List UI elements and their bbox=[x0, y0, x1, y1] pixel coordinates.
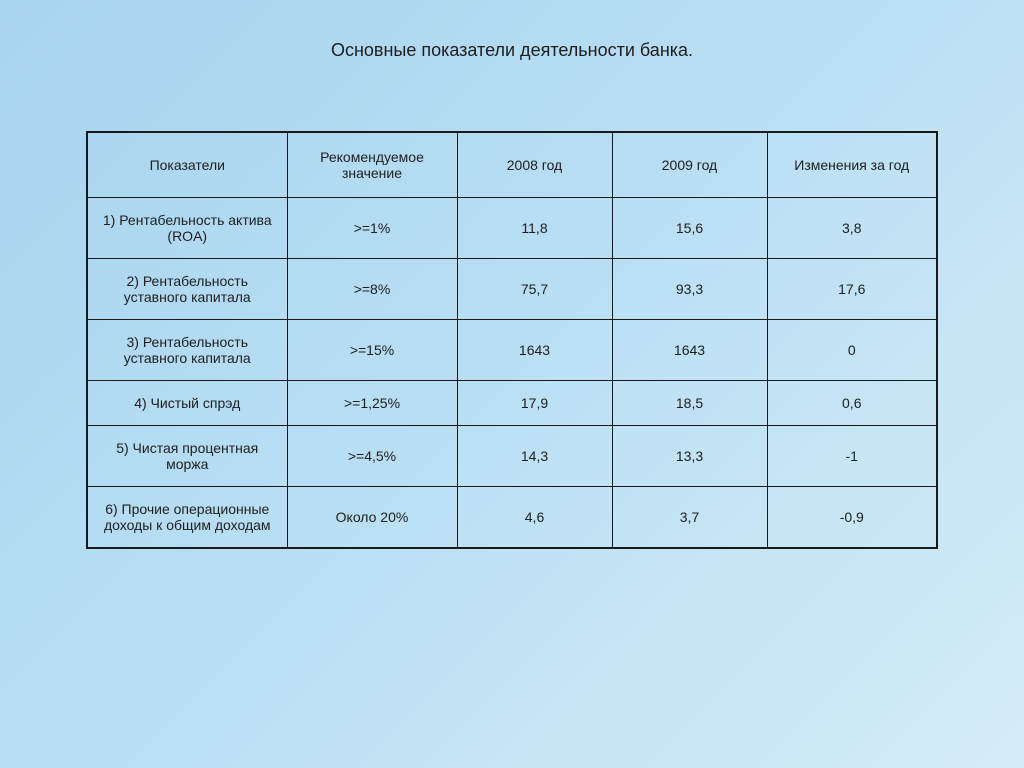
table-cell: 0 bbox=[767, 320, 937, 381]
table-header-cell: Изменения за год bbox=[767, 132, 937, 198]
table-row: 6) Прочие операционные доходы к общим до… bbox=[87, 487, 937, 549]
table-cell: 14,3 bbox=[457, 426, 612, 487]
table-cell: 3) Рентабельность уставного капитала bbox=[87, 320, 287, 381]
table-cell: 93,3 bbox=[612, 259, 767, 320]
page-title: Основные показатели деятельности банка. bbox=[0, 40, 1024, 61]
table-cell: 1643 bbox=[457, 320, 612, 381]
table-header-cell: Показатели bbox=[87, 132, 287, 198]
table-cell: 15,6 bbox=[612, 198, 767, 259]
table-header-cell: Рекомендуемое значение bbox=[287, 132, 457, 198]
table-cell: >=1% bbox=[287, 198, 457, 259]
table-cell: 4) Чистый спрэд bbox=[87, 381, 287, 426]
table-cell: 6) Прочие операционные доходы к общим до… bbox=[87, 487, 287, 549]
table-header-cell: 2009 год bbox=[612, 132, 767, 198]
table-cell: 0,6 bbox=[767, 381, 937, 426]
table-cell: 5) Чистая процентная моржа bbox=[87, 426, 287, 487]
indicators-table: ПоказателиРекомендуемое значение2008 год… bbox=[86, 131, 938, 549]
table-cell: 2) Рентабельность уставного капитала bbox=[87, 259, 287, 320]
table-header-cell: 2008 год bbox=[457, 132, 612, 198]
table-cell: 1) Рентабельность актива (ROA) bbox=[87, 198, 287, 259]
table-cell: -1 bbox=[767, 426, 937, 487]
table-row: 5) Чистая процентная моржа>=4,5%14,313,3… bbox=[87, 426, 937, 487]
table-cell: 1643 bbox=[612, 320, 767, 381]
table-header-row: ПоказателиРекомендуемое значение2008 год… bbox=[87, 132, 937, 198]
table-cell: -0,9 bbox=[767, 487, 937, 549]
table-cell: >=15% bbox=[287, 320, 457, 381]
table-header: ПоказателиРекомендуемое значение2008 год… bbox=[87, 132, 937, 198]
table-cell: >=8% bbox=[287, 259, 457, 320]
table-row: 2) Рентабельность уставного капитала>=8%… bbox=[87, 259, 937, 320]
slide-container: Основные показатели деятельности банка. … bbox=[0, 0, 1024, 768]
table-cell: 13,3 bbox=[612, 426, 767, 487]
table-wrapper: ПоказателиРекомендуемое значение2008 год… bbox=[0, 131, 1024, 549]
table-cell: >=4,5% bbox=[287, 426, 457, 487]
table-cell: 3,8 bbox=[767, 198, 937, 259]
table-row: 4) Чистый спрэд>=1,25%17,918,50,6 bbox=[87, 381, 937, 426]
table-cell: Около 20% bbox=[287, 487, 457, 549]
table-cell: 18,5 bbox=[612, 381, 767, 426]
table-cell: 4,6 bbox=[457, 487, 612, 549]
table-cell: 11,8 bbox=[457, 198, 612, 259]
table-cell: 3,7 bbox=[612, 487, 767, 549]
table-row: 1) Рентабельность актива (ROA)>=1%11,815… bbox=[87, 198, 937, 259]
table-cell: 17,6 bbox=[767, 259, 937, 320]
table-body: 1) Рентабельность актива (ROA)>=1%11,815… bbox=[87, 198, 937, 549]
table-cell: >=1,25% bbox=[287, 381, 457, 426]
table-cell: 75,7 bbox=[457, 259, 612, 320]
table-row: 3) Рентабельность уставного капитала>=15… bbox=[87, 320, 937, 381]
table-cell: 17,9 bbox=[457, 381, 612, 426]
